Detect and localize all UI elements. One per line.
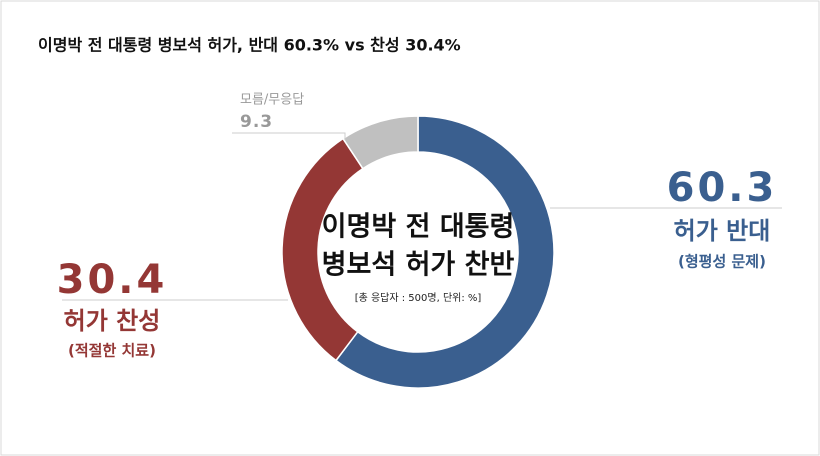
- center-title: 병보석 허가 찬반: [322, 250, 515, 281]
- value-label: 9.3: [240, 112, 273, 132]
- category-sublabel: (형평성 문제): [678, 253, 766, 271]
- category-label: 허가 반대: [674, 217, 771, 245]
- donut-slice: [334, 115, 555, 389]
- center-title: 이명박 전 대통령: [322, 212, 515, 243]
- category-sublabel: (적절한 치료): [68, 342, 156, 360]
- value-label: 30.4: [57, 257, 168, 303]
- value-label: 60.3: [667, 165, 778, 211]
- leader-line: [232, 132, 346, 140]
- chart-title: 이명박 전 대통령 병보석 허가, 반대 60.3% vs 찬성 30.4%: [38, 36, 461, 55]
- category-label: 허가 찬성: [64, 307, 161, 335]
- category-label: 모름/무응답: [240, 93, 304, 108]
- donut-slice: [341, 115, 419, 170]
- note: [총 응답자 : 500명, 단위: %]: [355, 291, 482, 304]
